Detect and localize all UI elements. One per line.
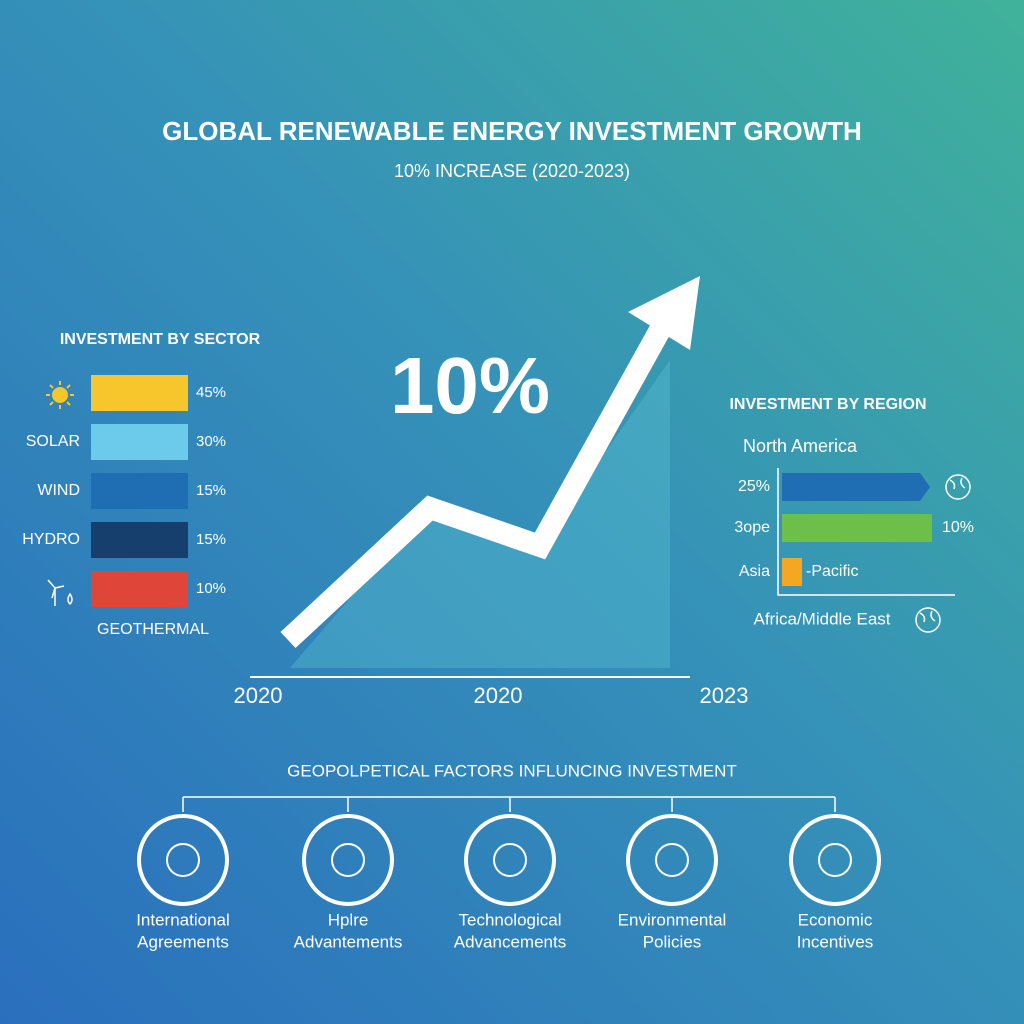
region-rows: 25% 3ope 10% Asia -Pacific [734, 473, 974, 586]
section-title: INVESTMENT BY SECTOR [60, 331, 261, 348]
sector-bar [91, 424, 188, 460]
factor-glyph [655, 843, 689, 877]
turbine-icon [47, 579, 73, 606]
sector-value: 30% [196, 433, 226, 450]
region-footer: Africa/Middle East [754, 609, 891, 628]
region-axis [777, 468, 955, 596]
region-bar [782, 558, 802, 586]
region-bar [782, 473, 930, 501]
factor-icon [302, 814, 394, 906]
sector-footer: GEOTHERMAL [97, 621, 209, 638]
headline: 10% [390, 341, 550, 430]
factor-label: Incentives [797, 932, 874, 951]
sector-label: WIND [37, 482, 80, 499]
axis-label: 2023 [700, 683, 749, 708]
factor-label: Policies [643, 932, 702, 951]
factor-glyph [331, 843, 365, 877]
factor-label: Technological [458, 910, 561, 929]
axis-label: 2020 [474, 683, 523, 708]
sector-value: 15% [196, 482, 226, 499]
sector-value: 10% [196, 580, 226, 597]
sector-bar [91, 375, 188, 411]
sector-bar [91, 473, 188, 509]
sector-rows: 45% SOLAR 30% WIND 15% HYDRO 15% 10% [22, 375, 226, 607]
factor-label: Economic [798, 910, 873, 929]
factor-glyph [818, 843, 852, 877]
region-label: 3ope [734, 519, 770, 536]
sector-bar [91, 571, 188, 607]
factor-label: Environmental [618, 910, 727, 929]
factor-label: International [136, 910, 230, 929]
sun-icon [46, 381, 74, 409]
region-label: Asia [739, 563, 770, 580]
factor-items: International Agreements Hplre Advantements… [136, 797, 881, 951]
factor-label: Advantements [294, 932, 403, 951]
factor-glyph [166, 843, 200, 877]
growth-area [290, 360, 670, 668]
section-title: INVESTMENT BY REGION [729, 396, 926, 413]
factor-label: Hplre [328, 910, 369, 929]
factor-icon [626, 814, 718, 906]
factor-label: Advancements [454, 932, 566, 951]
region-bar [782, 514, 932, 542]
arrow-head [628, 276, 700, 350]
factor-icon [137, 814, 229, 906]
axis-label: 2020 [234, 683, 283, 708]
growth-arrow [280, 324, 670, 649]
region-header: North America [743, 436, 858, 456]
region-label: 25% [738, 478, 770, 495]
globe-icon [915, 474, 971, 633]
factor-glyph [493, 843, 527, 877]
factor-icon [789, 814, 881, 906]
region-right: 10% [942, 519, 974, 536]
sector-label: SOLAR [26, 433, 80, 450]
factor-label: Agreements [137, 932, 229, 951]
sector-value: 45% [196, 384, 226, 401]
region-right: -Pacific [806, 563, 858, 580]
subtitle: 10% INCREASE (2020-2023) [394, 161, 630, 181]
title: GLOBAL RENEWABLE ENERGY INVESTMENT GROWT… [162, 116, 862, 146]
factor-icon [464, 814, 556, 906]
sector-bar [91, 522, 188, 558]
sector-label: HYDRO [22, 531, 80, 548]
sector-value: 15% [196, 531, 226, 548]
section-title: GEOPOLPETICAL FACTORS INFLUNCING INVESTM… [287, 761, 737, 780]
